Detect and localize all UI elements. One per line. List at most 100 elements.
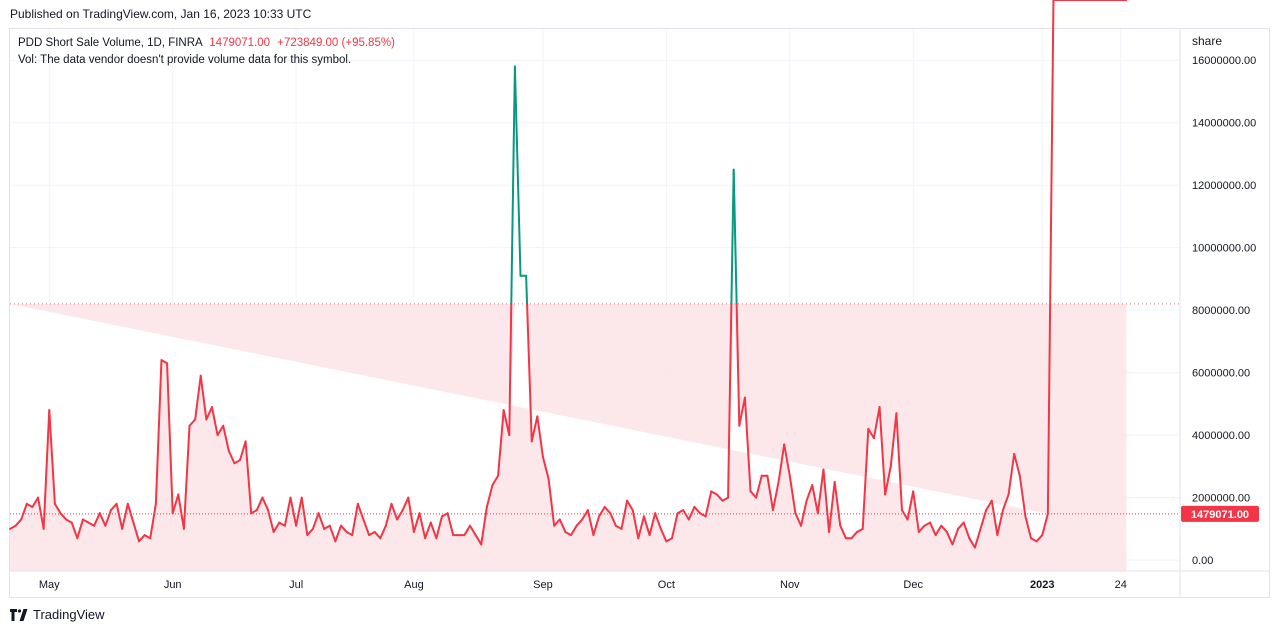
last-value: 1479071.00 [209,37,271,49]
series-segment [272,521,281,533]
series-segment [407,496,415,533]
price-axis-unit: share [1192,34,1223,48]
series-segment [373,530,382,540]
series-segment [766,474,774,512]
series-segment [87,521,96,527]
series-segment [384,502,393,527]
series-segment [704,490,713,518]
series-segment [771,480,780,512]
series-segment [25,502,34,508]
series-segment [738,396,746,427]
series-segment [727,302,733,499]
series-segment [233,459,242,465]
series-segment [93,512,101,527]
series-segment [878,405,887,496]
series-segment [289,496,298,527]
series-segment [497,409,505,477]
series-segment [42,409,51,530]
last-value-badge [1181,505,1259,522]
series-segment [138,534,146,543]
y-tick-label: 14000000.00 [1192,118,1256,130]
series-segment [839,524,847,540]
series-segment [278,521,286,527]
y-tick-label: 10000000.00 [1192,243,1256,255]
x-tick-label: Aug [404,579,424,591]
series-segment [115,502,124,530]
x-tick-label: Jun [164,579,182,591]
series-segment [261,496,270,512]
series-segment [1007,452,1016,496]
series-segment [536,415,544,458]
series-segment [513,65,522,277]
y-tick-label: 6000000.00 [1192,368,1250,380]
series-segment [474,534,483,546]
series-segment [98,512,107,527]
series-segment [356,502,365,521]
series-segment [121,502,129,530]
series-segment [199,374,208,421]
series-segment [171,493,180,515]
area-mask [10,303,1048,548]
series-segment [76,518,84,540]
x-axis-labels: May Jun Jul Aug Sep Oct Nov Dec 2023 24 [39,579,1127,591]
series-segment [440,512,449,518]
series-segment [626,499,634,512]
series-segment [631,509,640,540]
y-axis-labels: 0.00 2000000.00 4000000.00 6000000.00 800000… [1192,55,1256,567]
series-segment [480,505,488,546]
series-segment [154,359,163,505]
x-tick-label: Dec [903,579,923,591]
series-segment [525,274,529,305]
series-segment [508,302,513,437]
series-segment [20,502,28,521]
series-segment [1041,512,1049,537]
x-tick-label: Jul [289,579,303,591]
series-segment [654,512,662,530]
series-segment [575,518,584,527]
series-segment [973,527,982,549]
series-segment [642,515,651,537]
series-segment [244,440,253,515]
series-segment [510,65,516,305]
series-segment [1046,0,1055,515]
x-tick-label: Oct [658,579,675,591]
series-segment [951,527,960,546]
series-segment [822,468,831,533]
series-segment [558,518,567,533]
tradingview-footer[interactable]: TradingView [10,607,105,622]
series-segment [637,515,645,540]
series-segment [222,424,230,452]
series-segment [912,490,920,533]
series-segment [850,530,859,540]
series-segment [833,480,842,527]
series-segment [300,496,309,537]
series-segment [648,512,657,537]
series-segment [940,524,948,533]
x-tick-label: 2023 [1030,579,1054,591]
series-segment [721,496,730,502]
series-segment [48,409,56,505]
series-segment [1030,537,1038,543]
series-segment [895,412,903,512]
series-segment [31,496,40,508]
series-segment [323,524,331,530]
series-segment [526,302,533,443]
series-segment [317,512,326,530]
series-segment [368,530,376,537]
last-value-badge-label: 1479071.00 [1191,509,1249,521]
series-segment [581,509,589,521]
x-tick-label: 24 [1115,579,1127,591]
series-segment [670,512,679,540]
series-segment [227,449,236,465]
series-segment [334,524,342,543]
series-segment [160,359,169,365]
symbol-title[interactable]: PDD Short Sale Volume, 1D, FINRA [18,37,203,49]
x-tick-label: May [39,579,60,591]
series-segment [351,502,359,537]
series-segment [390,502,399,521]
y-tick-label: 0.00 [1192,555,1213,567]
series-segment [469,524,477,537]
series-segment [816,468,825,515]
series-segment [362,518,371,537]
